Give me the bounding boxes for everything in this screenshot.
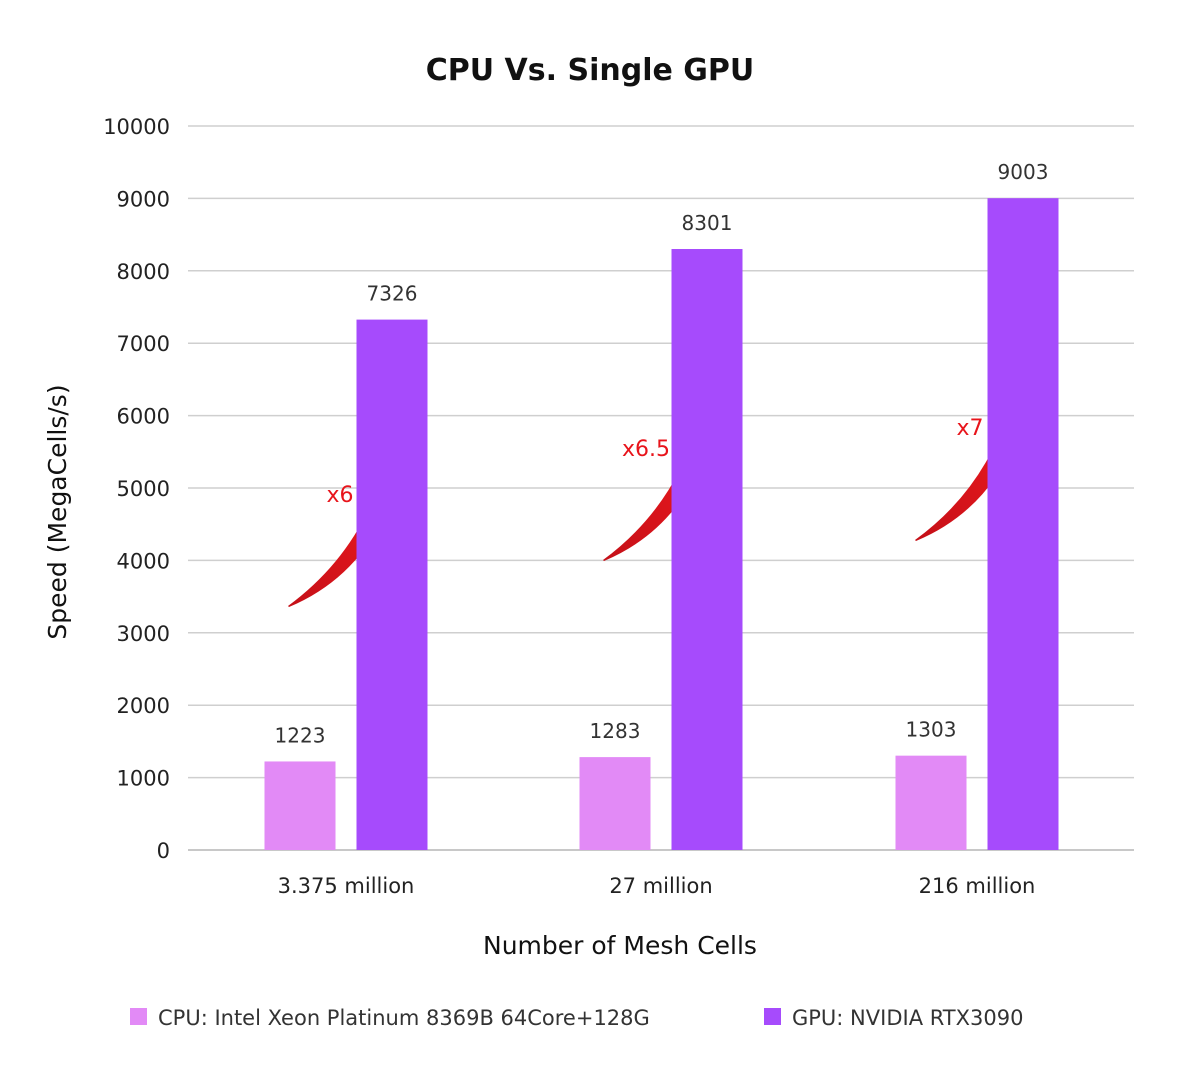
- speedup-annotation: x7: [956, 416, 983, 441]
- gpu-data-label: 7326: [367, 282, 418, 306]
- x-category-label: 27 million: [609, 874, 712, 898]
- cpu-bar: [579, 757, 651, 850]
- cpu-data-label: 1223: [275, 723, 326, 747]
- gpu-bar: [356, 319, 428, 850]
- cpu-data-label: 1283: [590, 719, 641, 743]
- gridlines: [188, 125, 1134, 851]
- y-tick-label: 8000: [117, 260, 170, 284]
- x-axis-categories: 3.375 million 27 million 216 million: [278, 874, 1036, 898]
- x-category-label: 3.375 million: [278, 874, 415, 898]
- legend-label: CPU: Intel Xeon Platinum 8369B 64Core+12…: [158, 1006, 650, 1030]
- cpu-bar: [264, 761, 336, 850]
- y-tick-label: 2000: [117, 694, 170, 718]
- bars: [264, 198, 1059, 851]
- y-tick-label: 3000: [117, 622, 170, 646]
- cpu-bar: [895, 755, 967, 850]
- chart-title: CPU Vs. Single GPU: [426, 53, 755, 88]
- y-tick-label: 10000: [103, 115, 170, 139]
- data-labels: 1223 1283 1303 7326 8301 9003: [275, 160, 1049, 747]
- y-tick-label: 5000: [117, 477, 170, 501]
- y-tick-label: 1000: [117, 767, 170, 791]
- legend-label: GPU: NVIDIA RTX3090: [792, 1006, 1023, 1030]
- speedup-annotation: x6: [326, 483, 353, 508]
- gpu-data-label: 9003: [998, 160, 1049, 184]
- gpu-bar: [987, 198, 1059, 850]
- x-category-label: 216 million: [919, 874, 1036, 898]
- cpu-data-label: 1303: [906, 718, 957, 742]
- y-axis-ticks: 0 1000 2000 3000 4000 5000 6000 7000 8000 9000 100…: [103, 115, 170, 863]
- legend-swatch: [130, 1008, 147, 1025]
- y-axis-title: Speed (MegaCells/s): [43, 384, 72, 639]
- y-tick-label: 0: [157, 839, 170, 863]
- y-tick-label: 7000: [117, 332, 170, 356]
- speedup-annotation: x6.5: [622, 437, 670, 462]
- y-tick-label: 9000: [117, 187, 170, 211]
- gpu-data-label: 8301: [682, 211, 733, 235]
- gpu-bar: [671, 249, 743, 851]
- legend: CPU: Intel Xeon Platinum 8369B 64Core+12…: [130, 1006, 1023, 1030]
- legend-swatch: [764, 1008, 781, 1025]
- y-tick-label: 6000: [117, 405, 170, 429]
- x-axis-title: Number of Mesh Cells: [483, 931, 757, 960]
- y-tick-label: 4000: [117, 549, 170, 573]
